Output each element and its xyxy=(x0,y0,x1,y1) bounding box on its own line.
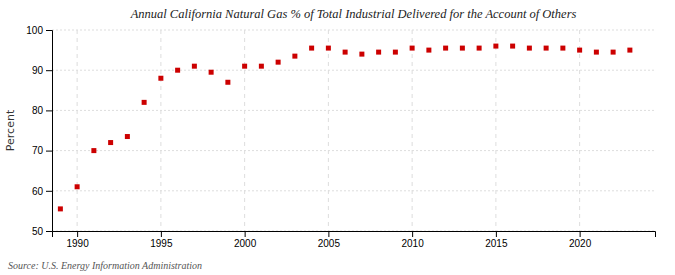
point xyxy=(125,134,130,139)
point xyxy=(209,70,214,75)
y-axis-label: Percent xyxy=(4,109,17,151)
point xyxy=(594,50,599,55)
point xyxy=(510,44,515,49)
x-tick-label: 1995 xyxy=(150,238,173,249)
x-tick: 2015 xyxy=(485,231,508,249)
chart: 1990 1995 2000 2005 2010 2015 2020 50 60 70 80 90 10… xyxy=(0,0,675,275)
x-tick: 1995 xyxy=(150,231,173,249)
point xyxy=(527,46,532,51)
x-tick-mark xyxy=(328,231,329,237)
point xyxy=(493,44,498,49)
points xyxy=(58,44,633,212)
point xyxy=(627,48,632,53)
point xyxy=(58,206,63,211)
x-grid-line xyxy=(77,30,78,231)
point xyxy=(611,50,616,55)
point xyxy=(309,46,314,51)
point xyxy=(91,148,96,153)
x-tick-label: 2010 xyxy=(402,238,425,249)
y-tick-label: 80 xyxy=(32,105,44,116)
annotation: Source: U.S. Energy Information Administ… xyxy=(8,260,202,271)
point xyxy=(75,184,80,189)
x-tick: 1990 xyxy=(67,231,90,249)
point xyxy=(158,76,163,81)
point xyxy=(376,50,381,55)
x-tick: 2000 xyxy=(234,231,257,249)
x-grid-line xyxy=(244,30,245,231)
point xyxy=(577,48,582,53)
point xyxy=(242,64,247,69)
y-tick: 70 xyxy=(32,145,52,156)
y-tick-mark xyxy=(46,30,52,31)
x-axis: 1990 1995 2000 2005 2010 2015 2020 xyxy=(53,231,656,249)
y-tick-mark xyxy=(46,151,52,152)
x-grid-line xyxy=(495,30,496,231)
x-tick-mark xyxy=(245,231,246,237)
y-tick: 60 xyxy=(32,186,52,197)
x-tick-mark xyxy=(496,231,497,237)
y-tick-label: 70 xyxy=(32,145,44,156)
x-tick: 2020 xyxy=(569,231,592,249)
x-tick-mark xyxy=(161,231,162,237)
x-tick-label: 2020 xyxy=(569,238,592,249)
y-grid-line xyxy=(52,110,655,111)
y-axis: 50 60 70 80 90 100 xyxy=(26,25,52,237)
x-tick: 2005 xyxy=(318,231,341,249)
y-tick-mark xyxy=(46,231,52,232)
x-tick: 2010 xyxy=(402,231,425,249)
x-axis-line xyxy=(53,232,656,238)
x-tick-mark xyxy=(77,231,78,237)
x-grid-line xyxy=(328,30,329,231)
point xyxy=(544,46,549,51)
y-tick-label: 100 xyxy=(26,25,43,36)
point xyxy=(410,46,415,51)
y-tick-label: 50 xyxy=(32,226,44,237)
y-tick: 90 xyxy=(32,65,52,76)
point xyxy=(426,48,431,53)
x-tick-label: 1990 xyxy=(67,238,90,249)
x-tick-label: 2015 xyxy=(485,238,508,249)
y-tick-mark xyxy=(46,70,52,71)
grid xyxy=(52,30,655,231)
point xyxy=(108,140,113,145)
y-grid-line xyxy=(52,30,655,31)
x-grid-line xyxy=(579,30,580,231)
title: Annual California Natural Gas % of Total… xyxy=(130,7,577,21)
x-grid-line xyxy=(412,30,413,231)
point xyxy=(276,60,281,65)
point xyxy=(259,64,264,69)
point xyxy=(225,80,230,85)
point xyxy=(343,50,348,55)
y-grid-line xyxy=(52,150,655,151)
y-axis-line xyxy=(46,31,53,232)
y-tick-mark xyxy=(46,191,52,192)
x-tick-label: 2000 xyxy=(234,238,257,249)
y-grid-line xyxy=(52,190,655,191)
point xyxy=(560,46,565,51)
y-grid-line xyxy=(52,70,655,71)
point xyxy=(359,52,364,57)
y-tick-label: 60 xyxy=(32,186,44,197)
point xyxy=(393,50,398,55)
y-tick: 50 xyxy=(32,226,52,237)
point xyxy=(192,64,197,69)
point xyxy=(326,46,331,51)
x-tick-label: 2005 xyxy=(318,238,341,249)
point xyxy=(460,46,465,51)
y-tick-label: 90 xyxy=(32,65,44,76)
y-tick-mark xyxy=(46,110,52,111)
point xyxy=(142,100,147,105)
plot-area: 1990 1995 2000 2005 2010 2015 2020 50 60 70 80 90 10… xyxy=(26,25,655,249)
x-grid-line xyxy=(160,30,161,231)
point xyxy=(175,68,180,73)
y-tick: 100 xyxy=(26,25,52,36)
x-tick-mark xyxy=(412,231,413,237)
point xyxy=(477,46,482,51)
point xyxy=(443,46,448,51)
x-tick-mark xyxy=(580,231,581,237)
y-tick: 80 xyxy=(32,105,52,116)
point xyxy=(292,54,297,59)
